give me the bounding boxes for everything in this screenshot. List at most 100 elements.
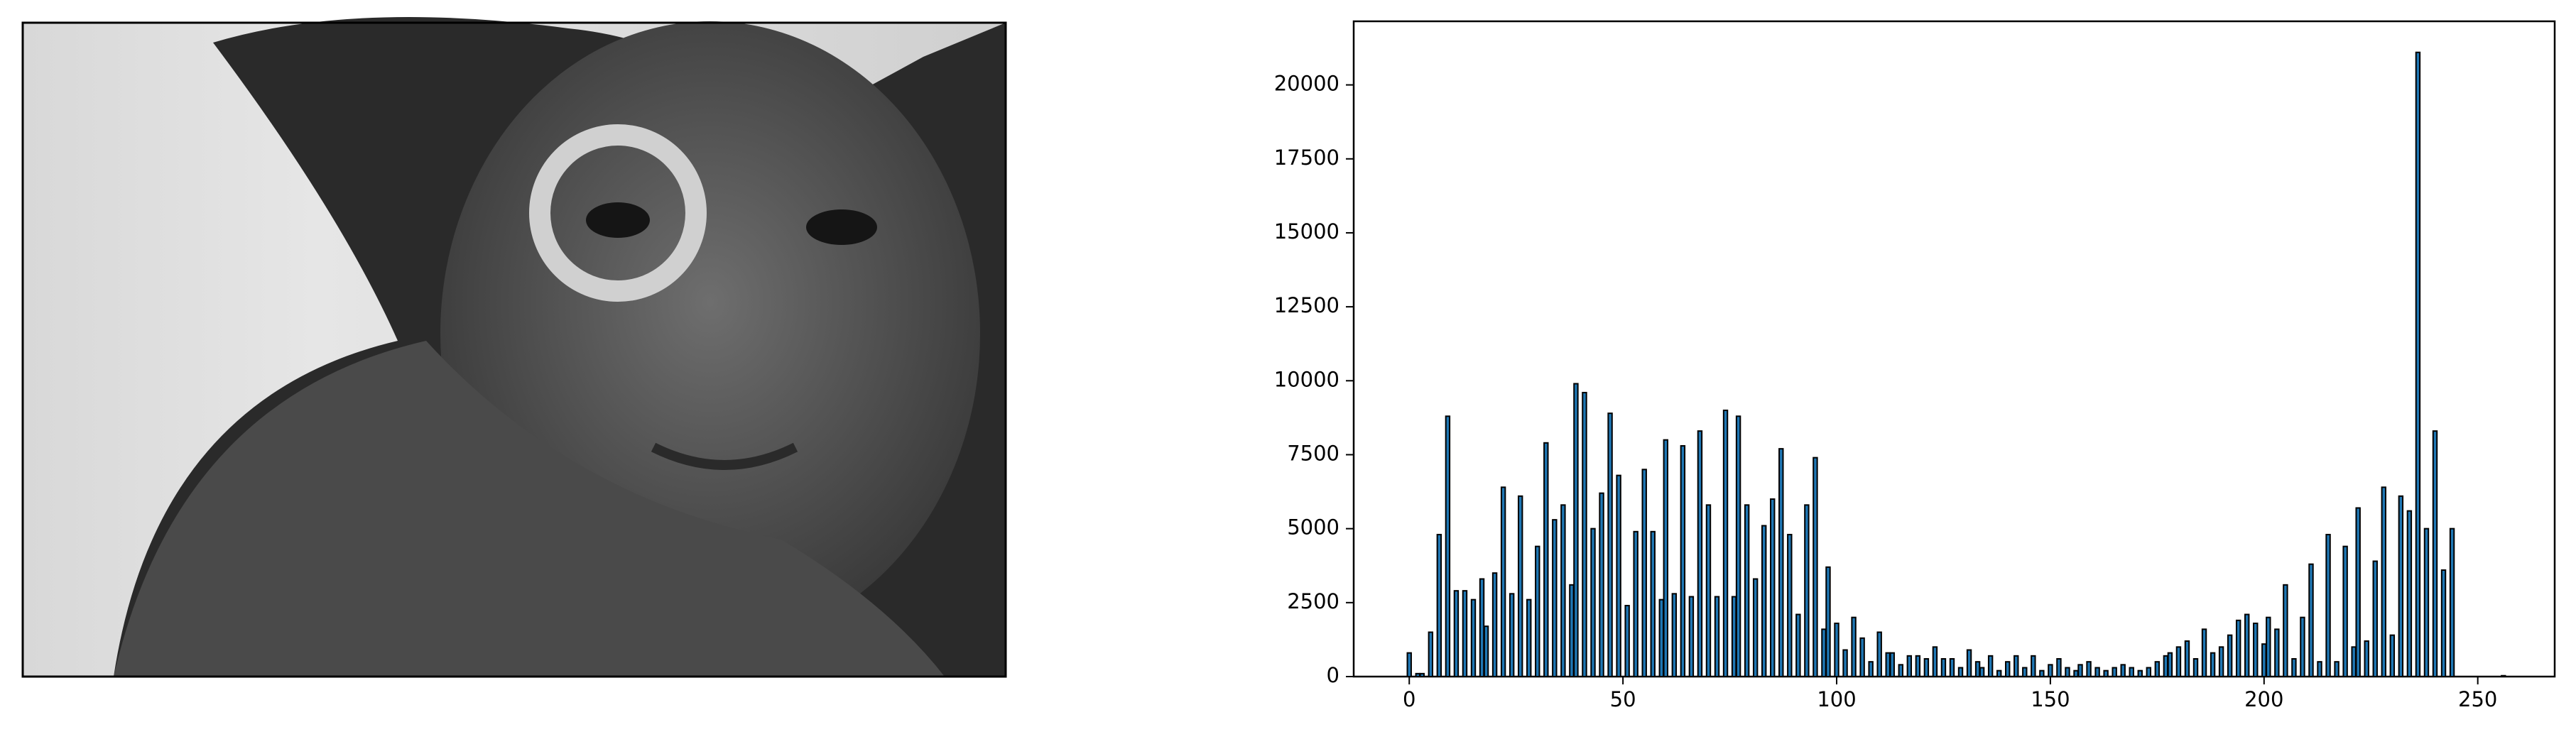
bar (1735, 415, 1741, 677)
bar (1500, 486, 1506, 677)
bar (1714, 596, 1720, 678)
bar (2274, 628, 2280, 678)
bar (1752, 578, 1759, 678)
bar (2184, 640, 2190, 677)
bar (1932, 646, 1938, 678)
bar (1825, 566, 1831, 677)
bar (1979, 667, 1985, 678)
bar (1859, 637, 1865, 677)
bar (1658, 598, 1664, 677)
bar (1885, 652, 1891, 677)
bar (2325, 533, 2331, 677)
bar (1445, 415, 1451, 677)
bar (2056, 657, 2062, 677)
bar (2235, 619, 2241, 677)
bar (1650, 530, 1656, 677)
x-tick-label: 250 (2458, 687, 2497, 711)
bar (1761, 525, 1767, 678)
photo (21, 17, 1007, 678)
bar (1470, 598, 1477, 677)
bar (2137, 669, 2143, 677)
bar (2398, 495, 2404, 677)
bar (2039, 669, 2045, 677)
bar (1599, 492, 1604, 677)
bar (2334, 661, 2339, 678)
y-tick-label: 20000 (1274, 72, 1339, 96)
bar (2129, 667, 2134, 678)
bar (2175, 646, 2182, 678)
y-tick-label: 17500 (1274, 146, 1339, 170)
bar (2086, 661, 2092, 678)
bar (2415, 51, 2421, 677)
bar (2022, 667, 2028, 678)
bar (1889, 652, 1895, 677)
bar (1996, 669, 2002, 677)
bar (2423, 527, 2430, 677)
bar (1428, 631, 1434, 678)
bar (1671, 593, 1678, 678)
bar (1804, 504, 1810, 678)
bar (1722, 409, 1729, 677)
bar (2317, 661, 2322, 678)
bar (2308, 563, 2314, 677)
bar (1419, 672, 1425, 677)
bar (1663, 439, 1669, 678)
y-tick-label: 5000 (1287, 515, 1339, 540)
bar (2218, 646, 2224, 678)
bar (2440, 569, 2447, 677)
bar (1898, 664, 1903, 678)
bar (2300, 616, 2305, 677)
bar (1573, 383, 1579, 677)
bar (1795, 613, 1801, 678)
bar (1834, 622, 1839, 677)
bar (1509, 593, 1515, 678)
bar (1949, 657, 1955, 677)
bar (1744, 504, 1750, 678)
bar (2154, 661, 2161, 678)
bar (2351, 646, 2357, 678)
bar (2291, 657, 2297, 677)
bar (2372, 560, 2378, 678)
bar (1915, 655, 1921, 677)
bar (1406, 652, 1412, 677)
y-tick-label: 0 (1327, 663, 1339, 687)
bar (2449, 527, 2455, 677)
x-tick-label: 150 (2031, 687, 2070, 711)
bar (1868, 661, 1874, 678)
x-tick-label: 100 (1817, 687, 1856, 711)
bar (1876, 631, 1882, 678)
bar (1641, 469, 1647, 677)
bar (2364, 640, 2369, 677)
bar (1535, 545, 1540, 677)
y-tick-label: 7500 (1287, 441, 1339, 465)
y-tick-label: 10000 (1274, 367, 1339, 391)
bar (2146, 667, 2152, 678)
bar (2342, 545, 2348, 677)
bar (2005, 661, 2011, 678)
bar (1906, 655, 1913, 677)
bar (1569, 584, 1575, 677)
bar (1778, 448, 1784, 677)
bar (2261, 643, 2267, 678)
bar (1624, 604, 1630, 677)
x-tick-label: 50 (1610, 687, 1636, 711)
bar (1479, 578, 1485, 678)
bar (2501, 674, 2506, 677)
bar (2013, 655, 2019, 677)
bar (2210, 652, 2216, 677)
bar (2389, 634, 2396, 677)
bar (1821, 628, 1827, 678)
bar (2283, 584, 2288, 677)
bar (1770, 498, 1776, 677)
bar (2192, 657, 2199, 677)
bar (1483, 625, 1489, 678)
x-tick-label: 200 (2244, 687, 2283, 711)
bar (1526, 598, 1532, 677)
bar (1957, 667, 1964, 678)
bar (1688, 596, 1695, 678)
bar (1590, 527, 1596, 677)
bar (1436, 533, 1442, 677)
bar (1940, 657, 1947, 677)
bar (1851, 616, 1857, 677)
bar (2266, 616, 2271, 677)
